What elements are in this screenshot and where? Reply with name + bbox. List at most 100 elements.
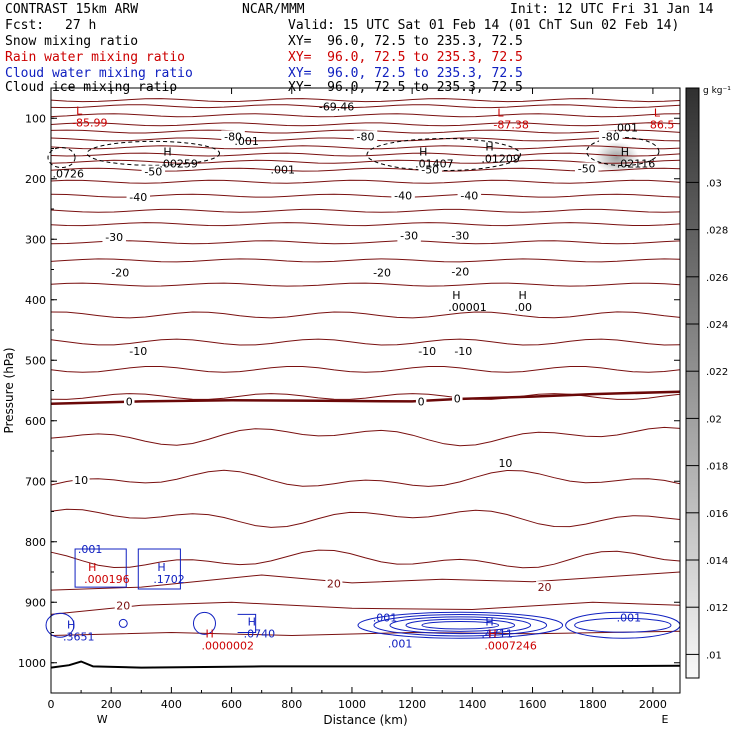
contour-label: .001 [373, 611, 398, 624]
temperature-contour [50, 240, 681, 245]
extremum-marker: L [76, 104, 83, 117]
temperature-label-bg [574, 162, 599, 175]
extremum-marker: H [452, 289, 460, 302]
extremum-marker: H [518, 289, 526, 302]
cloud-water-contour [118, 618, 128, 628]
x-axis-label: Distance (km) [323, 713, 407, 727]
extremum-value: .0726 [53, 168, 85, 181]
extremum-value: -87.38 [493, 119, 528, 132]
temperature-label: -30 [400, 230, 418, 243]
temperature-label-bg [418, 163, 442, 176]
temperature-label: -40 [460, 190, 478, 203]
colorbar-tick-label: .02 [706, 414, 722, 425]
colorbar-unit: g kg⁻¹ [703, 86, 731, 96]
colorbar-tick-label: .016 [706, 509, 728, 520]
y-tick-label: 900 [25, 596, 46, 609]
forecast-label: Fcst: [5, 18, 45, 33]
temperature-label: 0 [454, 392, 461, 405]
cloud-water-contour [574, 617, 672, 633]
extremum-marker: L [654, 107, 661, 120]
contour-label: .001 [614, 121, 639, 134]
temperature-label: 20 [116, 599, 130, 612]
field-cloudwater-name: Cloud water mixing ratio [5, 66, 193, 81]
y-tick-label: 500 [25, 354, 46, 367]
temperature-contour [50, 145, 681, 150]
temperature-contour [50, 104, 681, 109]
temperature-contour [50, 366, 681, 373]
extremum-marker: H [205, 628, 213, 641]
field-snow-name: Snow mixing ratio [5, 34, 139, 49]
temperature-label-bg [448, 265, 473, 278]
y-tick-label: 100 [25, 112, 46, 125]
y-tick-label: 1000 [18, 657, 46, 670]
cloud-water-contour [421, 620, 500, 630]
temperature-label-bg [126, 190, 151, 203]
extremum-marker: H [488, 628, 496, 641]
y-tick-label: 600 [25, 415, 46, 428]
forecast-value: 27 h [65, 18, 97, 33]
temperature-contour [50, 338, 681, 346]
field-snow-xy: XY= 96.0, 72.5 to 235.3, 72.5 [288, 34, 523, 49]
temperature-contour [50, 152, 681, 157]
temperature-label: 10 [498, 457, 512, 470]
temperature-contour [50, 571, 681, 591]
colorbar-tick-label: .026 [706, 273, 728, 284]
temperature-contour [50, 122, 681, 127]
init-time: Init: 12 UTC Fri 31 Jan 14 [510, 2, 714, 17]
temperature-label-bg [448, 229, 473, 242]
x-tick-label: 1800 [579, 698, 607, 711]
temperature-label: -50 [578, 162, 596, 175]
chart-title: CONTRAST 15km ARW [5, 2, 139, 17]
colorbar-tick-label: .024 [706, 320, 728, 331]
temperature-contour [50, 601, 681, 615]
temperature-label-bg [599, 130, 623, 143]
extremum-value: .01407 [415, 157, 454, 170]
temperature-label: -10 [454, 345, 472, 358]
extremum-marker: H [157, 561, 165, 574]
y-tick-label: 300 [25, 233, 46, 246]
temperature-label: -50 [144, 165, 162, 178]
temperature-label: 20 [327, 577, 341, 590]
temperature-label-bg [397, 229, 421, 242]
x-tick-label: 1200 [398, 698, 426, 711]
temperature-label: 10 [74, 474, 88, 487]
extremum-value: .0000002 [201, 640, 254, 653]
valid-time: Valid: 15 UTC Sat 01 Feb 14 (01 ChT Sun … [288, 18, 680, 33]
y-axis-label: Pressure (hPa) [2, 347, 16, 433]
colorbar-tick-label: .01 [706, 650, 722, 661]
extremum-marker: H [485, 141, 493, 154]
temperature-label: -80 [224, 130, 242, 143]
temperature-label: -20 [451, 265, 469, 278]
colorbar-tick-label: .028 [706, 226, 728, 237]
contour-label: .001 [78, 543, 103, 556]
extremum-value: .000196 [84, 573, 129, 586]
temperature-contour [50, 179, 681, 184]
y-tick-label: 200 [25, 173, 46, 186]
temperature-contour [50, 159, 681, 164]
temperature-label-bg [141, 165, 166, 178]
temperature-label: -10 [129, 345, 147, 358]
x-tick-label: 2000 [639, 698, 667, 711]
freezing-level-contour [50, 390, 681, 406]
x-tick-label: 0 [48, 698, 55, 711]
temperature-label: -80 [602, 130, 620, 143]
temperature-label-bg [451, 345, 476, 358]
temperature-contour [50, 282, 681, 287]
temperature-label-bg [370, 266, 394, 279]
extremum-value: .0740 [244, 627, 275, 640]
temperature-label: -30 [451, 230, 469, 243]
cloud-water-contour [237, 613, 257, 633]
temperature-label-bg [108, 266, 132, 279]
temperature-label-bg [72, 474, 90, 487]
east-label: E [661, 713, 668, 726]
terrain-line [50, 660, 681, 669]
temperature-contour [50, 630, 681, 637]
cloud-water-contour [137, 548, 181, 590]
colorbar-ramp [685, 87, 700, 679]
extremum-value: .00259 [159, 157, 198, 170]
temperature-contour [50, 469, 681, 487]
y-tick-label: 400 [25, 294, 46, 307]
y-tick-label: 700 [25, 475, 46, 488]
contour-label: .001 [234, 135, 259, 148]
